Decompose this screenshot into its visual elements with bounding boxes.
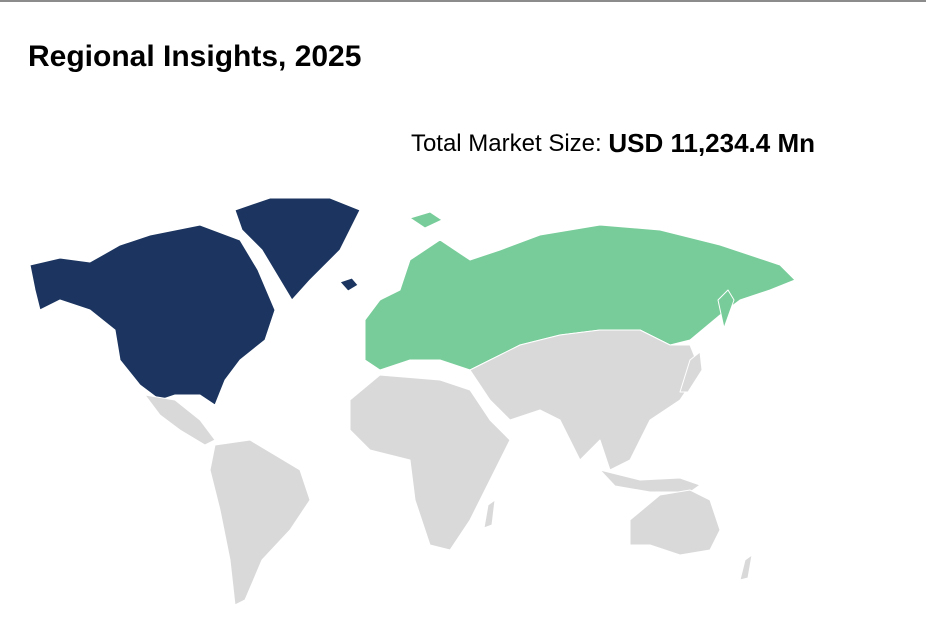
iceland	[339, 277, 359, 292]
asia	[469, 329, 701, 471]
market-size-value: USD 11,234.4 Mn	[608, 128, 815, 158]
greenland	[234, 197, 361, 301]
indonesia	[599, 469, 701, 493]
svalbard	[409, 211, 443, 229]
market-size-label: Total Market Size:	[411, 130, 602, 157]
japan	[679, 351, 703, 393]
title: Regional Insights, 2025	[28, 40, 361, 73]
africa	[349, 374, 511, 551]
new-zealand	[739, 554, 753, 581]
north-america	[29, 224, 276, 406]
south-america	[209, 439, 311, 606]
world-map	[29, 197, 796, 606]
central-america	[144, 394, 216, 446]
market-size: Total Market Size: USD 11,234.4 Mn	[411, 128, 815, 158]
australia	[629, 489, 721, 556]
kamchatka	[717, 289, 735, 329]
europe	[364, 224, 796, 371]
madagascar	[483, 499, 496, 529]
